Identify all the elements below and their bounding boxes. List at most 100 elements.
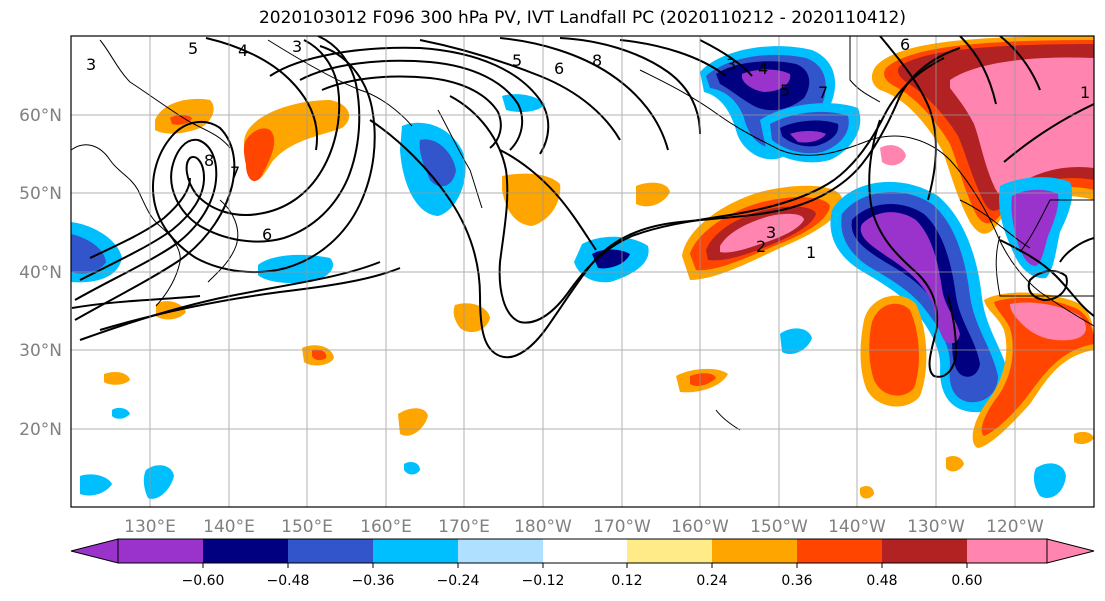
colorbar-tick-label: −0.24 (437, 573, 480, 589)
shade-negative (419, 139, 456, 187)
shade-positive (104, 372, 130, 385)
lon-label: 150°W (750, 517, 808, 537)
latitude-labels: 60°N 50°N 40°N 30°N 20°N (19, 106, 62, 440)
shade-positive (950, 57, 1094, 195)
lat-label: 60°N (19, 106, 62, 126)
lon-label: 130°E (124, 517, 176, 537)
lat-label: 20°N (19, 420, 62, 440)
colorbar-tick-label: −0.12 (522, 573, 565, 589)
lon-label: 170°E (438, 517, 490, 537)
colorbar-swatch (373, 539, 458, 563)
contour-label: 1 (1080, 83, 1090, 102)
shade-negative (404, 462, 420, 475)
contour-label: 8 (592, 51, 602, 70)
contour-label: 4 (238, 41, 248, 60)
colorbar-swatch (627, 539, 712, 563)
contour-label: 3 (766, 223, 776, 242)
shade-positive (1074, 431, 1094, 445)
colorbar-swatch (203, 539, 288, 563)
colorbar: −0.60 −0.48 −0.36 −0.24 −0.12 0.12 0.24 … (70, 538, 1095, 589)
contour-label: 3 (726, 55, 736, 74)
shade-positive (946, 456, 964, 472)
shade-positive (170, 115, 192, 125)
lon-label: 170°W (593, 517, 651, 537)
shade-positive (880, 145, 906, 166)
colorbar-tick-label: 0.48 (866, 573, 897, 589)
shade-negative (143, 465, 174, 499)
colorbar-swatch (543, 539, 627, 563)
shade-positive (243, 128, 275, 182)
contour-label: 6 (262, 225, 272, 244)
shade-negative (80, 474, 112, 496)
lon-label: 180°W (514, 517, 572, 537)
shade-positive (860, 486, 874, 499)
shade-negative (502, 94, 545, 112)
colorbar-swatch (882, 539, 967, 563)
contour-label: 3 (292, 37, 302, 56)
pv-shading (71, 36, 1094, 499)
lat-label: 50°N (19, 184, 62, 204)
colorbar-tick-label: −0.48 (267, 573, 310, 589)
shade-negative (790, 131, 826, 143)
shade-negative (112, 407, 130, 419)
lon-label: 130°W (907, 517, 965, 537)
contour-label: 6 (900, 35, 910, 54)
contour-label: 2 (756, 237, 766, 256)
map-title: 2020103012 F096 300 hPa PV, IVT Landfall… (258, 8, 906, 28)
shade-negative (258, 254, 334, 284)
colorbar-tick-label: −0.36 (352, 573, 395, 589)
contour-labels: 5 4 3 3 5 6 8 8 7 6 4 3 6 5 7 1 3 2 1 (86, 35, 1090, 262)
colorbar-outline (117, 538, 1048, 564)
shade-positive (453, 303, 490, 333)
shade-negative (71, 234, 106, 274)
colorbar-swatch (712, 539, 797, 563)
colorbar-swatch (118, 539, 203, 563)
lat-label: 40°N (19, 263, 62, 283)
colorbar-arrow-left (70, 538, 119, 564)
lon-label: 160°W (671, 517, 729, 537)
shade-positive (244, 100, 350, 181)
shade-negative (1033, 463, 1066, 498)
shade-positive (1010, 302, 1086, 341)
shade-negative (742, 69, 791, 92)
contour-label: 4 (758, 59, 768, 78)
shade-positive (720, 213, 804, 253)
shade-negative (860, 212, 960, 344)
contour-label: 6 (554, 59, 564, 78)
colorbar-swatch (458, 539, 543, 563)
colorbar-tick-label: 0.12 (611, 573, 642, 589)
colorbar-tick-label: 0.36 (781, 573, 812, 589)
colorbar-tick-label: 0.24 (696, 573, 727, 589)
map-frame (70, 35, 1095, 508)
colorbar-arrow-right (1046, 538, 1095, 564)
shade-negative (780, 328, 812, 355)
lon-label: 160°E (360, 517, 412, 537)
coastlines (71, 36, 1094, 431)
shade-positive (398, 408, 428, 436)
shade-positive (502, 173, 561, 226)
colorbar-swatch (288, 539, 373, 563)
contour-label: 3 (86, 55, 96, 74)
contour-label: 5 (512, 51, 522, 70)
contour-label: 7 (818, 83, 828, 102)
contour-label: 8 (204, 151, 214, 170)
lon-label: 120°W (986, 517, 1044, 537)
lat-label: 30°N (19, 341, 62, 361)
longitude-labels: 130°E 140°E 150°E 160°E 170°E 180°W 170°… (124, 517, 1044, 537)
shade-positive (636, 182, 670, 207)
lon-label: 140°E (203, 517, 255, 537)
contour-label: 7 (230, 163, 240, 182)
lon-label: 150°E (281, 517, 333, 537)
shade-positive (312, 349, 327, 361)
colorbar-tick-label: −0.60 (182, 573, 225, 589)
contour-label: 5 (780, 81, 790, 100)
shade-positive (690, 373, 716, 386)
lon-label: 140°W (828, 517, 886, 537)
colorbar-swatch (797, 539, 882, 563)
graticule (71, 36, 1094, 507)
colorbar-tick-label: 0.60 (951, 573, 982, 589)
contour-label: 5 (188, 39, 198, 58)
colorbar-swatch (967, 539, 1047, 563)
contour-label: 1 (806, 243, 816, 262)
